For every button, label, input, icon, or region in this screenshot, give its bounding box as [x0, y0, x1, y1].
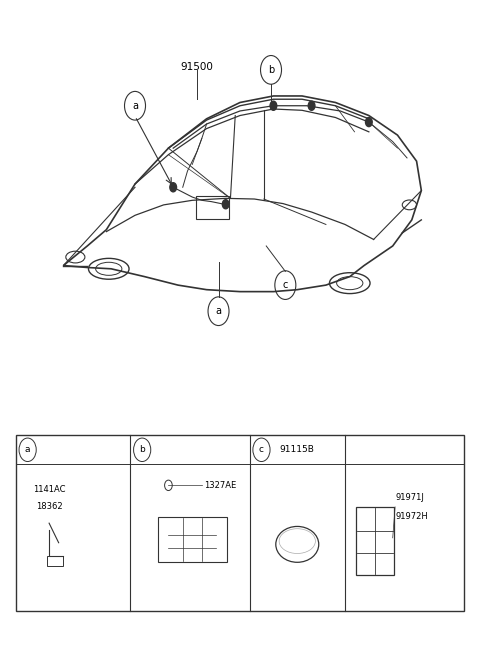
Circle shape — [270, 101, 277, 110]
Circle shape — [308, 101, 315, 110]
Text: c: c — [259, 445, 264, 455]
Text: 18362: 18362 — [36, 502, 62, 512]
Text: c: c — [283, 280, 288, 290]
Text: a: a — [216, 306, 222, 316]
Text: 91971J: 91971J — [395, 493, 424, 502]
Text: 91115B: 91115B — [280, 445, 315, 455]
Circle shape — [222, 200, 229, 209]
Text: b: b — [139, 445, 145, 455]
Circle shape — [170, 183, 177, 192]
Bar — [47, 556, 63, 565]
Text: a: a — [132, 101, 138, 111]
Circle shape — [365, 117, 372, 126]
Text: 1141AC: 1141AC — [33, 485, 65, 494]
Text: b: b — [268, 65, 274, 75]
Text: 1327AE: 1327AE — [204, 481, 237, 490]
Text: 91500: 91500 — [180, 62, 214, 71]
Text: a: a — [25, 445, 30, 455]
Text: 91972H: 91972H — [395, 512, 428, 521]
Bar — [16, 435, 464, 611]
